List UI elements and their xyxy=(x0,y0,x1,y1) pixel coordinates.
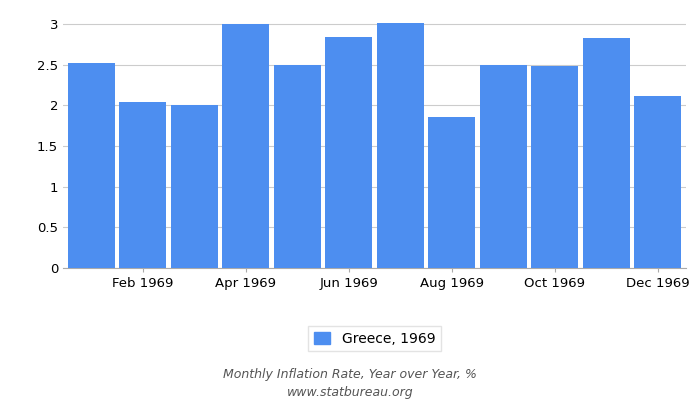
Bar xyxy=(428,117,475,268)
Bar xyxy=(325,37,372,268)
Bar xyxy=(119,102,167,268)
Bar xyxy=(480,65,527,268)
Bar xyxy=(531,66,578,268)
Bar xyxy=(634,96,681,268)
Bar xyxy=(68,63,115,268)
Bar xyxy=(274,65,321,268)
Legend: Greece, 1969: Greece, 1969 xyxy=(308,326,441,351)
Bar xyxy=(171,105,218,268)
Bar xyxy=(582,38,630,268)
Bar xyxy=(222,24,270,268)
Text: Monthly Inflation Rate, Year over Year, %: Monthly Inflation Rate, Year over Year, … xyxy=(223,368,477,381)
Text: www.statbureau.org: www.statbureau.org xyxy=(287,386,413,399)
Bar xyxy=(377,22,424,268)
